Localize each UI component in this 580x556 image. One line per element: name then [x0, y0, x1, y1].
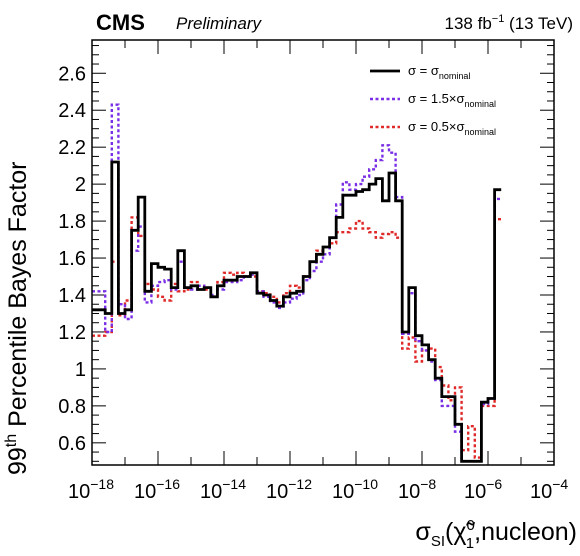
y-tick-label: 1.8 [58, 211, 86, 233]
y-tick-label: 2.4 [58, 100, 86, 122]
legend: σ = σnominal σ = 1.5×σnominal σ = 0.5×σn… [370, 63, 496, 137]
preliminary-label: Preliminary [176, 14, 263, 33]
y-tick-label: 1.2 [58, 322, 86, 344]
y-tick-label: 0.8 [58, 396, 86, 418]
x-tick-label: 10−18 [68, 476, 114, 503]
y-tick-label: 2.2 [58, 137, 86, 159]
y-axis-title: 99th Percentile Bayes Factor [3, 162, 32, 476]
series-line-nominal [92, 160, 502, 463]
x-tick-label: 10−16 [134, 476, 180, 503]
y-tick-label: 2 [75, 174, 86, 196]
series-line-high [92, 103, 502, 463]
luminosity-label: 138 fb−1 (13 TeV) [445, 13, 573, 33]
legend-label-nominal: σ = σnominal [408, 63, 470, 81]
y-tick-label: 0.6 [58, 433, 86, 455]
x-tick-label: 10−10 [332, 476, 378, 503]
legend-label-low: σ = 0.5×σnominal [408, 119, 496, 137]
plot-frame [91, 39, 555, 466]
x-tick-label: 10−12 [266, 476, 312, 503]
cms-label: CMS [96, 10, 145, 35]
series-line-low [92, 216, 502, 459]
y-tick-label: 1 [75, 359, 86, 381]
legend-label-high: σ = 1.5×σnominal [408, 91, 496, 109]
x-tick-label: 10−8 [398, 476, 436, 503]
x-tick-label: 10−14 [200, 476, 246, 503]
x-tick-label: 10−6 [464, 476, 502, 503]
axis-ticks: 0.6 0.8 1 1.2 1.4 1.6 1.8 2 2.2 2.4 2.6 10−18 10−16 1… [58, 40, 568, 503]
series-layer [92, 103, 502, 463]
y-tick-label: 2.6 [58, 63, 86, 85]
x-tick-label: 10−4 [530, 476, 568, 503]
y-tick-label: 1.6 [58, 248, 86, 270]
x-axis-title: σSI(χ̃0 1,nucleon) [415, 517, 577, 552]
y-tick-label: 1.4 [58, 285, 86, 307]
